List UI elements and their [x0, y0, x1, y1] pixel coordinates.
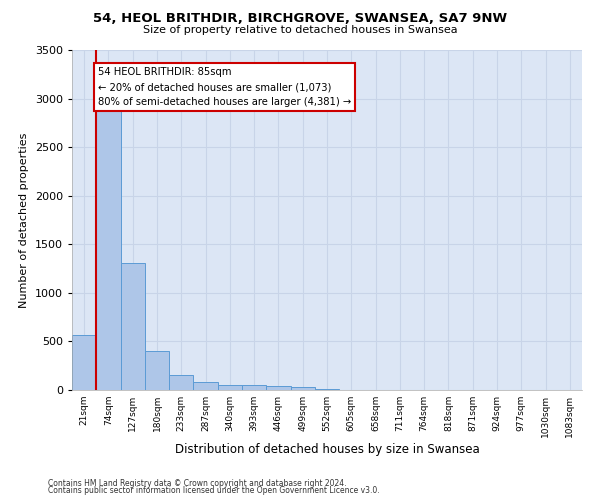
Bar — [266, 386, 290, 390]
Bar — [193, 382, 218, 390]
Bar — [218, 384, 242, 390]
Bar — [169, 376, 193, 390]
Text: 54, HEOL BRITHDIR, BIRCHGROVE, SWANSEA, SA7 9NW: 54, HEOL BRITHDIR, BIRCHGROVE, SWANSEA, … — [93, 12, 507, 26]
Bar — [290, 386, 315, 390]
Bar — [72, 334, 96, 390]
Bar — [242, 385, 266, 390]
Bar — [315, 389, 339, 390]
Y-axis label: Number of detached properties: Number of detached properties — [19, 132, 29, 308]
Bar — [121, 263, 145, 390]
Bar — [96, 108, 121, 390]
X-axis label: Distribution of detached houses by size in Swansea: Distribution of detached houses by size … — [175, 442, 479, 456]
Text: Contains HM Land Registry data © Crown copyright and database right 2024.: Contains HM Land Registry data © Crown c… — [48, 478, 347, 488]
Bar — [145, 351, 169, 390]
Text: Size of property relative to detached houses in Swansea: Size of property relative to detached ho… — [143, 25, 457, 35]
Text: Contains public sector information licensed under the Open Government Licence v3: Contains public sector information licen… — [48, 486, 380, 495]
Text: 54 HEOL BRITHDIR: 85sqm
← 20% of detached houses are smaller (1,073)
80% of semi: 54 HEOL BRITHDIR: 85sqm ← 20% of detache… — [97, 68, 351, 107]
